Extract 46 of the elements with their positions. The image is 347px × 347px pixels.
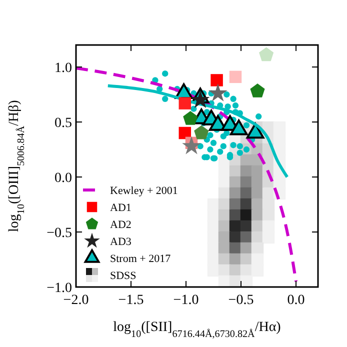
point — [236, 150, 243, 156]
point — [183, 111, 198, 125]
point — [207, 132, 214, 138]
x-tick-label: −0.5 — [228, 293, 254, 308]
legend-label: SDSS — [110, 270, 136, 282]
legend-label: AD1 — [110, 202, 132, 214]
legend-label: Kewley + 2001 — [110, 185, 178, 197]
point — [232, 102, 239, 109]
point — [190, 106, 197, 112]
line-series — [76, 66, 298, 283]
point — [236, 143, 243, 150]
point — [190, 90, 210, 108]
point — [162, 70, 168, 77]
y-tick-label: 0.5 — [54, 116, 72, 131]
point — [217, 148, 224, 155]
point — [224, 91, 230, 98]
legend-label: AD3 — [110, 236, 132, 248]
point — [229, 70, 242, 84]
point — [256, 113, 262, 120]
x-tick-label: −1.5 — [118, 293, 144, 308]
point — [178, 97, 192, 110]
x-axis-title: log$_{10}$([SII]$_{6716.44Å,6730.82Å}$/Hα) — [113, 320, 282, 340]
point — [220, 143, 226, 150]
legend-label: Strom + 2017 — [110, 253, 172, 265]
point — [194, 125, 209, 140]
point — [207, 146, 214, 153]
point — [259, 47, 274, 62]
point — [162, 96, 168, 102]
point — [224, 104, 231, 110]
point — [208, 84, 228, 102]
y-tick-label: −0.5 — [46, 226, 72, 241]
point — [230, 96, 236, 102]
y-tick-label: −1.0 — [46, 281, 72, 296]
x-tick-label: −1.0 — [173, 293, 199, 308]
y-tick-label: 1.0 — [54, 61, 72, 76]
x-tick-label: 0.0 — [287, 293, 305, 308]
point — [210, 74, 223, 86]
y-tick-label: 0.0 — [54, 171, 72, 186]
x-tick-label: −2.0 — [63, 293, 89, 308]
line-series — [106, 84, 289, 178]
point — [220, 133, 226, 140]
point — [210, 140, 217, 146]
point — [250, 84, 265, 98]
legend-label: AD2 — [110, 219, 132, 231]
point — [182, 136, 201, 154]
point — [230, 142, 236, 148]
